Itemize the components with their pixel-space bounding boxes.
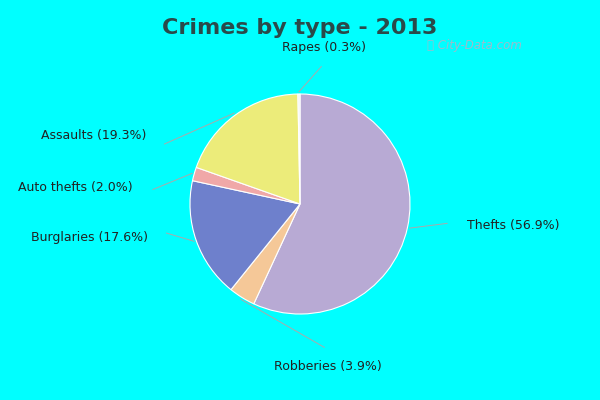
Wedge shape (190, 181, 300, 290)
Text: Assaults (19.3%): Assaults (19.3%) (41, 129, 146, 142)
Text: Auto thefts (2.0%): Auto thefts (2.0%) (18, 181, 133, 194)
Text: Robberies (3.9%): Robberies (3.9%) (274, 360, 382, 373)
Text: Crimes by type - 2013: Crimes by type - 2013 (163, 18, 437, 38)
Text: Burglaries (17.6%): Burglaries (17.6%) (31, 230, 148, 244)
Wedge shape (193, 167, 300, 204)
Wedge shape (254, 94, 410, 314)
Text: Rapes (0.3%): Rapes (0.3%) (282, 41, 366, 54)
Text: Thefts (56.9%): Thefts (56.9%) (467, 220, 560, 232)
Wedge shape (298, 94, 300, 204)
Wedge shape (196, 94, 300, 204)
Wedge shape (231, 204, 300, 304)
Text: ⓘ City-Data.com: ⓘ City-Data.com (427, 38, 522, 52)
